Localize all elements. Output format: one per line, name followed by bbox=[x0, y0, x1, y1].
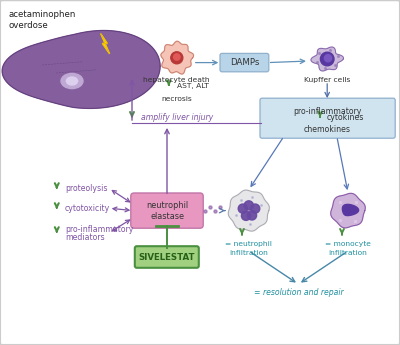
Ellipse shape bbox=[61, 73, 83, 89]
Text: hepatocyte death: hepatocyte death bbox=[144, 77, 210, 83]
FancyBboxPatch shape bbox=[131, 193, 203, 228]
Polygon shape bbox=[101, 34, 110, 54]
Text: acetaminophen
overdose: acetaminophen overdose bbox=[9, 10, 76, 30]
Text: amplify liver injury: amplify liver injury bbox=[141, 112, 213, 121]
Text: chemokines: chemokines bbox=[304, 125, 351, 134]
Circle shape bbox=[320, 52, 334, 66]
Text: AST, ALT: AST, ALT bbox=[177, 83, 209, 89]
Circle shape bbox=[250, 204, 260, 213]
Text: necrosis: necrosis bbox=[162, 96, 192, 102]
Text: = monocyte: = monocyte bbox=[325, 241, 371, 247]
Text: cytokines: cytokines bbox=[326, 112, 364, 121]
Text: Kupffer cells: Kupffer cells bbox=[304, 77, 350, 83]
FancyBboxPatch shape bbox=[260, 98, 395, 138]
Text: pro-inflammatory: pro-inflammatory bbox=[65, 225, 133, 234]
Text: mediators: mediators bbox=[65, 233, 104, 242]
Text: pro-inflammatory: pro-inflammatory bbox=[294, 107, 362, 116]
Text: infiltration: infiltration bbox=[328, 250, 368, 256]
Text: SIVELESTAT: SIVELESTAT bbox=[138, 253, 195, 262]
FancyBboxPatch shape bbox=[220, 53, 269, 72]
Polygon shape bbox=[331, 193, 365, 228]
Circle shape bbox=[174, 54, 180, 60]
Ellipse shape bbox=[66, 77, 78, 85]
Polygon shape bbox=[311, 47, 344, 71]
Text: proteolysis: proteolysis bbox=[65, 184, 107, 193]
Circle shape bbox=[244, 201, 254, 210]
Circle shape bbox=[247, 211, 257, 220]
Text: DAMPs: DAMPs bbox=[230, 58, 259, 67]
Text: cytotoxicity: cytotoxicity bbox=[65, 204, 110, 213]
Circle shape bbox=[171, 52, 183, 64]
Circle shape bbox=[242, 211, 250, 220]
Polygon shape bbox=[161, 41, 194, 74]
Polygon shape bbox=[2, 30, 160, 108]
Polygon shape bbox=[342, 204, 359, 216]
Circle shape bbox=[324, 55, 332, 62]
Text: neutrophil
elastase: neutrophil elastase bbox=[146, 200, 188, 221]
FancyBboxPatch shape bbox=[135, 246, 199, 268]
Text: infiltration: infiltration bbox=[229, 250, 268, 256]
Text: = resolution and repair: = resolution and repair bbox=[254, 288, 343, 297]
Text: = neutrophil: = neutrophil bbox=[225, 241, 272, 247]
Polygon shape bbox=[228, 190, 269, 231]
Circle shape bbox=[238, 204, 247, 213]
